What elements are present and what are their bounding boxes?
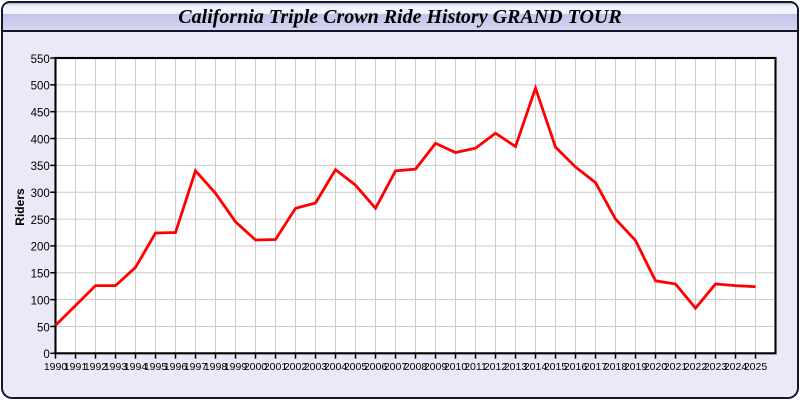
svg-text:1996: 1996 — [164, 361, 188, 373]
svg-text:1998: 1998 — [204, 361, 228, 373]
svg-text:2011: 2011 — [464, 361, 487, 373]
svg-text:2013: 2013 — [504, 361, 528, 373]
svg-text:2016: 2016 — [564, 361, 588, 373]
svg-text:2012: 2012 — [484, 361, 508, 373]
svg-text:1995: 1995 — [144, 361, 168, 373]
svg-text:2010: 2010 — [444, 361, 468, 373]
svg-text:2009: 2009 — [424, 361, 448, 373]
svg-text:250: 250 — [31, 215, 50, 227]
svg-text:2002: 2002 — [284, 361, 308, 373]
svg-text:2003: 2003 — [304, 361, 328, 373]
svg-text:0: 0 — [43, 349, 49, 361]
svg-text:1997: 1997 — [184, 361, 208, 373]
svg-text:500: 500 — [31, 81, 50, 93]
svg-text:300: 300 — [31, 188, 50, 200]
svg-text:2006: 2006 — [364, 361, 388, 373]
svg-text:1991: 1991 — [64, 361, 88, 373]
svg-text:2001: 2001 — [264, 361, 288, 373]
svg-text:150: 150 — [31, 269, 50, 281]
svg-text:100: 100 — [31, 295, 50, 307]
svg-text:1993: 1993 — [104, 361, 128, 373]
svg-text:400: 400 — [31, 134, 50, 146]
svg-text:2024: 2024 — [724, 361, 748, 373]
svg-text:2008: 2008 — [404, 361, 428, 373]
svg-text:450: 450 — [31, 107, 50, 119]
svg-text:550: 550 — [31, 54, 50, 66]
svg-text:2021: 2021 — [664, 361, 688, 373]
svg-text:1992: 1992 — [84, 361, 108, 373]
svg-text:2022: 2022 — [684, 361, 708, 373]
svg-text:2020: 2020 — [644, 361, 668, 373]
svg-text:1994: 1994 — [124, 361, 148, 373]
svg-text:2018: 2018 — [604, 361, 628, 373]
svg-text:2004: 2004 — [324, 361, 348, 373]
svg-text:2025: 2025 — [744, 361, 768, 373]
svg-text:200: 200 — [31, 242, 50, 254]
svg-text:1999: 1999 — [224, 361, 248, 373]
svg-text:2023: 2023 — [704, 361, 728, 373]
svg-text:2017: 2017 — [584, 361, 608, 373]
svg-text:2007: 2007 — [384, 361, 408, 373]
svg-text:Riders: Riders — [13, 188, 27, 226]
svg-text:1990: 1990 — [44, 361, 68, 373]
svg-text:2015: 2015 — [544, 361, 568, 373]
svg-text:2005: 2005 — [344, 361, 368, 373]
svg-text:2019: 2019 — [624, 361, 648, 373]
svg-text:2014: 2014 — [524, 361, 548, 373]
svg-text:2000: 2000 — [244, 361, 268, 373]
svg-text:50: 50 — [37, 322, 50, 334]
svg-text:350: 350 — [31, 161, 50, 173]
